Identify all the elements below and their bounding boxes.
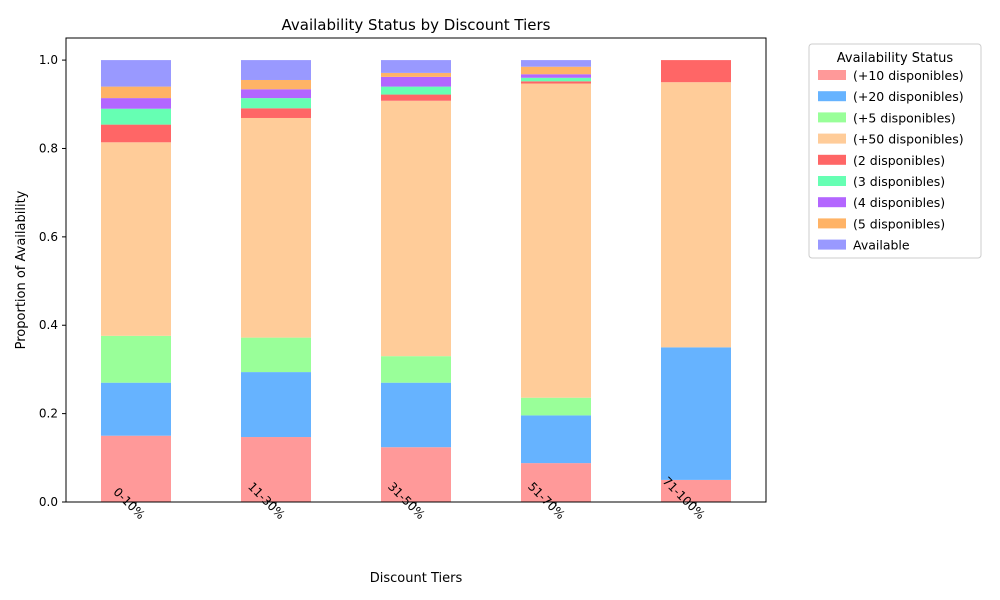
bar-segment xyxy=(661,60,731,83)
legend-label: (5 disponibles) xyxy=(853,216,945,231)
bar-segment xyxy=(661,479,731,502)
bar-segment xyxy=(521,415,591,464)
legend-swatch xyxy=(818,112,846,123)
bar-segment xyxy=(381,60,451,73)
bar-segment xyxy=(101,60,171,87)
bar-segment xyxy=(661,82,731,348)
legend: Availability Status (+10 disponibles) (+2… xyxy=(808,43,982,259)
legend-label: (+20 disponibles) xyxy=(853,89,964,104)
legend-swatch xyxy=(818,218,846,229)
bar-segment xyxy=(381,76,451,87)
y-axis-label: Proportion of Availability xyxy=(14,190,29,349)
bar-segment xyxy=(101,98,171,109)
bar-segment xyxy=(381,86,451,95)
bar-segment xyxy=(381,72,451,77)
bar-segment xyxy=(381,100,451,357)
bar-segment xyxy=(521,463,591,502)
bars-group xyxy=(101,60,731,502)
y-tick-label: 1.0 xyxy=(39,53,58,67)
y-tick-label: 0.2 xyxy=(39,407,58,421)
legend-swatch xyxy=(818,176,846,186)
bar-segment xyxy=(381,447,451,502)
bar-segment xyxy=(101,124,171,143)
legend-label: Available xyxy=(853,238,910,253)
chart-title: Availability Status by Discount Tiers xyxy=(282,16,551,34)
y-tick-label: 0.0 xyxy=(39,495,58,509)
legend-label: (2 disponibles) xyxy=(853,153,945,168)
bar-segment xyxy=(101,86,171,99)
bar-segment xyxy=(101,108,171,125)
legend-label: (3 disponibles) xyxy=(853,174,945,189)
y-axis: 0.0 0.2 0.4 0.6 0.8 1.0 xyxy=(39,53,66,509)
bar-segment xyxy=(101,435,171,502)
bar-segment xyxy=(381,382,451,448)
legend-swatch xyxy=(818,70,846,80)
bar-segment xyxy=(521,74,591,78)
bar-segment xyxy=(241,372,311,438)
y-tick-label: 0.4 xyxy=(39,318,58,332)
legend-swatch xyxy=(818,239,846,250)
y-tick-label: 0.6 xyxy=(39,230,58,244)
bar-segment xyxy=(241,117,311,338)
bar-segment xyxy=(101,335,171,383)
bar-segment xyxy=(241,108,311,118)
bar-segment xyxy=(241,79,311,90)
legend-swatch xyxy=(818,91,846,102)
bar-segment xyxy=(521,77,591,82)
y-tick-label: 0.8 xyxy=(39,141,58,155)
legend-swatch xyxy=(818,197,846,208)
bar-segment xyxy=(381,356,451,383)
plot-frame xyxy=(65,37,767,503)
bar-segment xyxy=(521,83,591,398)
bar-segment xyxy=(521,60,591,67)
bar-segment xyxy=(381,94,451,101)
legend-title: Availability Status xyxy=(837,51,954,66)
bar-segment xyxy=(521,66,591,75)
bar-segment xyxy=(661,347,731,480)
x-axis-label: Discount Tiers xyxy=(370,571,463,586)
bar-segment xyxy=(241,337,311,373)
bar-segment xyxy=(241,60,311,80)
bar-segment xyxy=(521,81,591,84)
legend-items: (+10 disponibles) (+20 disponibles) (+5 di… xyxy=(818,68,964,253)
bar-segment xyxy=(241,98,311,109)
bar-segment xyxy=(101,142,171,336)
bar-segment xyxy=(241,89,311,99)
legend-label: (+5 disponibles) xyxy=(853,110,956,125)
legend-label: (+10 disponibles) xyxy=(853,68,964,83)
bar-segment xyxy=(241,437,311,502)
legend-swatch xyxy=(818,133,846,144)
bar-segment xyxy=(521,397,591,416)
legend-swatch xyxy=(818,154,846,165)
legend-frame xyxy=(808,43,982,259)
legend-label: (+50 disponibles) xyxy=(853,132,964,147)
legend-label: (4 disponibles) xyxy=(853,195,945,210)
bar-segment xyxy=(101,382,171,436)
